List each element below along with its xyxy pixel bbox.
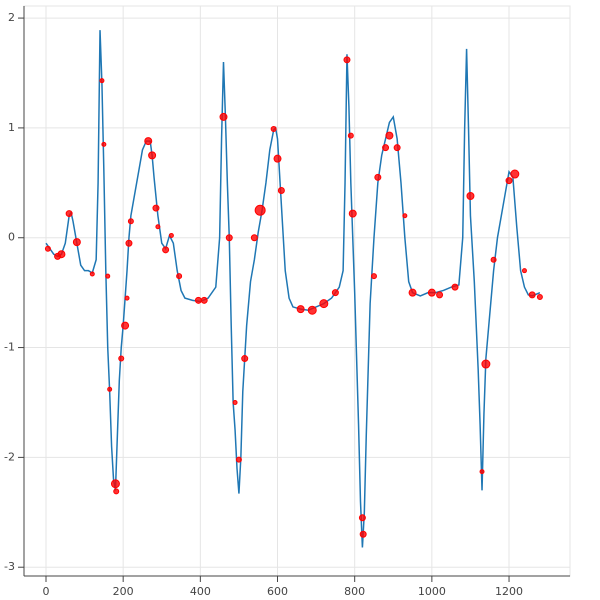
scatter-point (200, 296, 208, 304)
scatter-point (105, 273, 111, 279)
scatter-point (436, 291, 444, 299)
scatter-point (118, 355, 125, 362)
y-tick-label: 1 (8, 121, 15, 134)
x-tick-label: 1200 (495, 585, 523, 598)
x-tick-label: 0 (42, 585, 49, 598)
scatter-point (241, 355, 249, 363)
scatter-point (235, 456, 242, 463)
scatter-point (393, 144, 401, 152)
scatter-point (402, 213, 408, 219)
scatter-point (374, 173, 382, 181)
scatter-point (451, 283, 459, 291)
scatter-point (331, 289, 339, 297)
x-tick-label: 200 (113, 585, 134, 598)
scatter-point (125, 239, 133, 247)
scatter-point (232, 399, 238, 405)
scatter-point (481, 359, 491, 369)
y-tick-label: -2 (4, 450, 15, 463)
scatter-point (89, 271, 95, 277)
scatter-point (254, 204, 266, 216)
scatter-point (385, 131, 394, 140)
scatter-point (113, 488, 120, 495)
scatter-point (219, 112, 228, 121)
scatter-point (296, 305, 305, 314)
x-tick-label: 1000 (418, 585, 446, 598)
scatter-point (505, 177, 513, 185)
scatter-point (528, 291, 536, 299)
x-tick-label: 600 (267, 585, 288, 598)
scatter-point (148, 151, 157, 160)
x-tick-label: 800 (344, 585, 365, 598)
scatter-point (382, 144, 390, 152)
scatter-point (370, 273, 377, 280)
scatter-point (427, 288, 436, 297)
scatter-point (152, 204, 160, 212)
scatter-point (359, 530, 367, 538)
scatter-point (319, 299, 329, 309)
y-tick-label: 2 (8, 11, 15, 24)
scatter-point (65, 210, 73, 218)
scatter-point (479, 469, 485, 475)
y-tick-label: -3 (4, 560, 15, 573)
scatter-point (408, 288, 417, 297)
scatter-point (124, 295, 130, 301)
scatter-point (347, 132, 354, 139)
scatter-point (270, 126, 277, 133)
scatter-point (144, 137, 153, 146)
scatter-point (101, 141, 107, 147)
scatter-point (348, 209, 357, 218)
scatter-point (490, 256, 497, 263)
scatter-point (225, 234, 233, 242)
y-tick-label: -1 (4, 341, 15, 354)
scatter-point (358, 514, 366, 522)
x-tick-label: 400 (190, 585, 211, 598)
scatter-point (277, 187, 285, 195)
scatter-point (162, 246, 170, 254)
scatter-point (57, 250, 66, 259)
scatter-point (44, 245, 51, 252)
scatter-point (307, 305, 317, 315)
scatter-point (536, 294, 543, 301)
scatter-point (99, 78, 105, 84)
scatter-point (121, 321, 130, 330)
scatter-point (521, 268, 527, 274)
scatter-point (343, 56, 351, 64)
scatter-point (466, 192, 475, 200)
scatter-point (155, 224, 161, 230)
scatter-point (176, 273, 183, 280)
scatter-point (168, 233, 174, 239)
y-tick-label: 0 (8, 231, 15, 244)
scatter-point (110, 479, 120, 489)
scatter-point (250, 234, 258, 242)
scatter-point (194, 296, 202, 304)
scatter-point (273, 154, 282, 163)
scatter-point (107, 386, 113, 392)
scatter-point (72, 238, 81, 247)
scatter-point (127, 218, 134, 225)
scatter-point (510, 169, 520, 179)
